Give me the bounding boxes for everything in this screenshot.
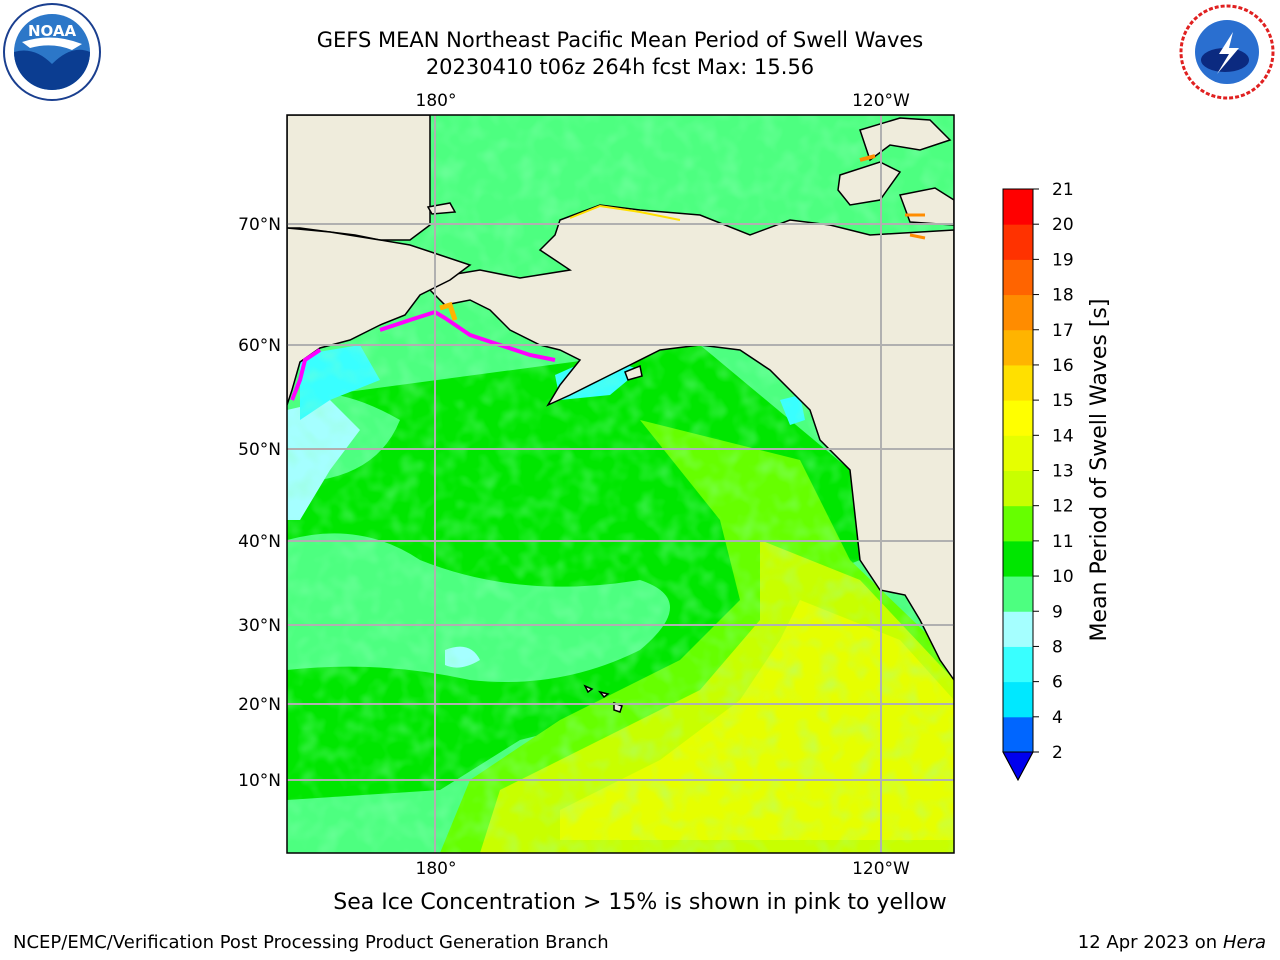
colorbar-swatch — [1003, 294, 1033, 331]
lon-label-bottom: 120°W — [852, 859, 910, 879]
noaa-logo-text: NOAA — [28, 22, 77, 40]
lon-label-top: 120°W — [852, 91, 910, 111]
lat-label: 40°N — [238, 532, 281, 552]
colorbar-swatch — [1003, 435, 1033, 471]
colorbar-label: Mean Period of Swell Waves [s] — [1087, 299, 1112, 642]
nws-logo — [1179, 4, 1275, 100]
colorbar-swatch — [1003, 400, 1033, 436]
lon-label-bottom: 180° — [416, 859, 457, 879]
colorbar-tick-label: 6 — [1052, 673, 1063, 693]
lat-label: 60°N — [238, 336, 281, 356]
colorbar-tick-label: 16 — [1052, 356, 1074, 376]
chart-subtitle: 20230410 t06z 264h fcst Max: 15.56 — [425, 55, 815, 79]
land — [287, 115, 954, 713]
colorbar-tick-label: 14 — [1052, 426, 1074, 446]
colorbar-tick-label: 13 — [1052, 462, 1074, 482]
lat-label: 20°N — [238, 695, 281, 715]
colorbar-tick-label: 10 — [1052, 567, 1074, 587]
sea-ice — [290, 154, 926, 401]
colorbar: 2 4 6 8 9 10 11 12 13 14 15 16 17 18 19 20 21 — [1002, 180, 1074, 782]
colorbar-swatch — [1003, 646, 1033, 683]
chart-title: GEFS MEAN Northeast Pacific Mean Period … — [316, 28, 924, 52]
colorbar-swatch — [1003, 611, 1033, 647]
colorbar-swatch — [1003, 505, 1033, 542]
colorbar-tick-label: 19 — [1052, 250, 1074, 270]
lat-label: 30°N — [238, 616, 281, 636]
colorbar-extend — [1002, 751, 1034, 782]
colorbar-tick-label: 15 — [1052, 391, 1074, 411]
map-gridlines — [287, 115, 954, 853]
colorbar-swatch — [1003, 189, 1033, 225]
noaa-logo: NOAA — [3, 3, 101, 101]
colorbar-tick-label: 21 — [1052, 180, 1074, 200]
sea-ice-caption: Sea Ice Concentration > 15% is shown in … — [333, 890, 947, 915]
footer-date-text: 12 Apr 2023 on — [1077, 932, 1223, 953]
colorbar-tick-label: 2 — [1052, 743, 1063, 763]
colorbar-tick-label: 8 — [1052, 637, 1063, 657]
colorbar-swatch — [1003, 716, 1033, 753]
footer-machine: Hera — [1222, 932, 1266, 953]
colorbar-tick-label: 17 — [1052, 321, 1074, 341]
lat-label: 70°N — [238, 215, 281, 235]
colorbar-swatch — [1003, 540, 1033, 577]
footer-credit: NCEP/EMC/Verification Post Processing Pr… — [13, 932, 609, 953]
lon-label-top: 180° — [416, 91, 457, 111]
colorbar-swatch — [1003, 224, 1033, 260]
colorbar-tick-label: 4 — [1052, 708, 1063, 728]
colorbar-tick-label: 11 — [1052, 532, 1074, 552]
colorbar-swatch — [1003, 259, 1033, 296]
colorbar-swatch — [1003, 470, 1033, 507]
colorbar-swatch — [1003, 329, 1033, 366]
colorbar-tick-label: 18 — [1052, 286, 1074, 306]
colorbar-swatch — [1003, 576, 1033, 612]
colorbar-swatch — [1003, 681, 1033, 718]
colorbar-swatch — [1003, 364, 1033, 401]
colorbar-tick-label: 20 — [1052, 215, 1074, 235]
footer-date: 12 Apr 2023 on Hera — [1078, 932, 1266, 953]
lat-label: 50°N — [238, 440, 281, 460]
map-frame — [286, 114, 955, 854]
colorbar-tick-label: 9 — [1052, 602, 1063, 622]
lat-label: 10°N — [238, 771, 281, 791]
colorbar-tick-label: 12 — [1052, 497, 1074, 517]
map-field — [287, 115, 954, 853]
